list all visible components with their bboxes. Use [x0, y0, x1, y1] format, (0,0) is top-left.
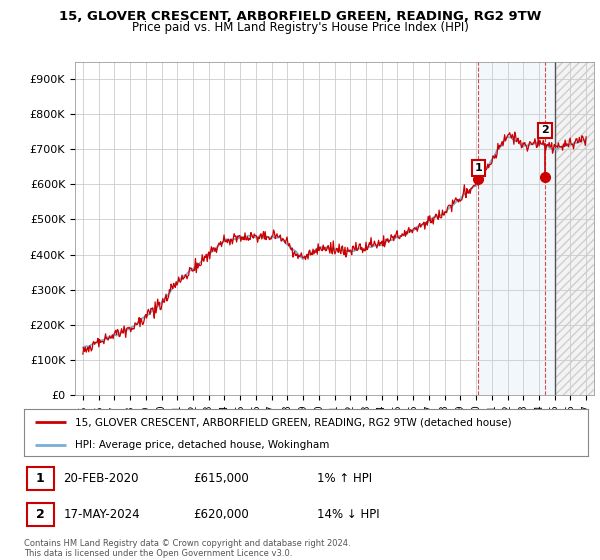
Bar — [554, 62, 594, 395]
Text: £620,000: £620,000 — [193, 508, 249, 521]
Text: 1: 1 — [36, 472, 45, 484]
Bar — [478, 62, 554, 395]
Text: 15, GLOVER CRESCENT, ARBORFIELD GREEN, READING, RG2 9TW (detached house): 15, GLOVER CRESCENT, ARBORFIELD GREEN, R… — [75, 417, 511, 427]
Text: Price paid vs. HM Land Registry's House Price Index (HPI): Price paid vs. HM Land Registry's House … — [131, 21, 469, 34]
Text: £615,000: £615,000 — [193, 472, 249, 484]
FancyBboxPatch shape — [27, 503, 54, 526]
Text: 14% ↓ HPI: 14% ↓ HPI — [317, 508, 380, 521]
Text: HPI: Average price, detached house, Wokingham: HPI: Average price, detached house, Woki… — [75, 440, 329, 450]
Text: 2: 2 — [36, 508, 45, 521]
Text: 15, GLOVER CRESCENT, ARBORFIELD GREEN, READING, RG2 9TW: 15, GLOVER CRESCENT, ARBORFIELD GREEN, R… — [59, 10, 541, 22]
Text: 17-MAY-2024: 17-MAY-2024 — [64, 508, 140, 521]
Text: 2: 2 — [541, 125, 549, 136]
Text: 1% ↑ HPI: 1% ↑ HPI — [317, 472, 373, 484]
Text: 20-FEB-2020: 20-FEB-2020 — [64, 472, 139, 484]
Text: Contains HM Land Registry data © Crown copyright and database right 2024.
This d: Contains HM Land Registry data © Crown c… — [24, 539, 350, 558]
Text: 1: 1 — [475, 163, 482, 173]
FancyBboxPatch shape — [27, 466, 54, 489]
